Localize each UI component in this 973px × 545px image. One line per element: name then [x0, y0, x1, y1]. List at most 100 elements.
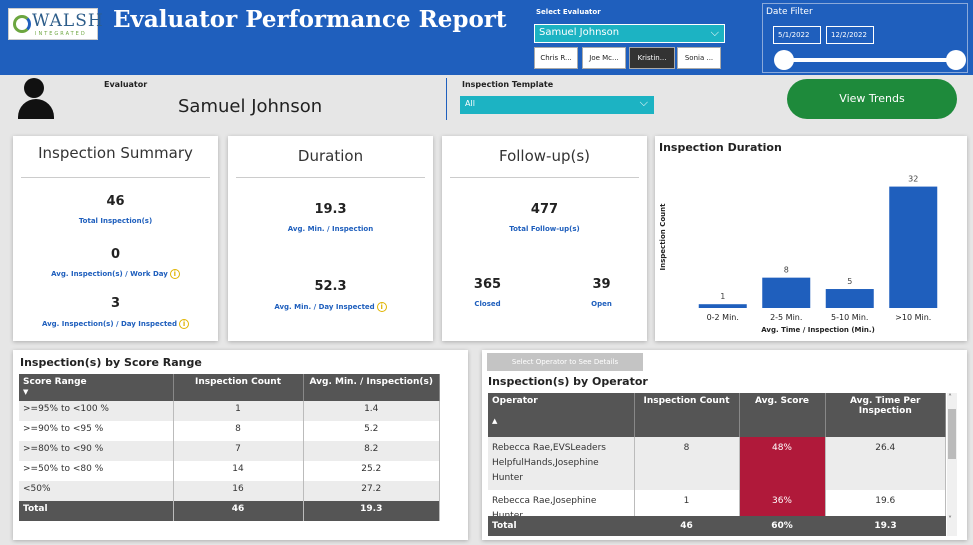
bar-2[interactable]	[825, 289, 874, 308]
table-cell: 26.4	[825, 437, 946, 490]
table-row[interactable]: >=90% to <95 % 8 5.2	[19, 421, 440, 441]
column-header[interactable]: Operator ▲	[488, 393, 635, 437]
company-logo: WALSH INTEGRATED	[8, 8, 103, 40]
bar-1[interactable]	[762, 277, 811, 308]
evaluator-dropdown[interactable]: Samuel Johnson ⌵	[534, 24, 725, 43]
bar-0[interactable]	[698, 304, 747, 308]
y-axis-label: Inspection Count	[659, 203, 667, 271]
column-header[interactable]: Avg. Min. / Inspection(s)	[303, 374, 440, 401]
x-tick-label-0: 0-2 Min.	[707, 313, 739, 322]
evaluator-chip-3[interactable]: Sonia ...	[677, 47, 721, 69]
closed-label: Closed	[474, 300, 501, 308]
data-label-1: 8	[784, 266, 789, 275]
avatar-head-icon	[24, 78, 44, 98]
closed-value: 365	[473, 277, 502, 292]
column-header[interactable]: Score Range ▼	[19, 374, 174, 401]
avatar-body-icon	[18, 99, 54, 119]
score-range-title: Inspection(s) by Score Range	[20, 356, 202, 369]
data-label-0: 1	[720, 292, 725, 301]
avg-per-inspection-label: Avg. Min. / Inspection	[287, 225, 374, 233]
column-header[interactable]: Inspection Count	[173, 374, 304, 401]
table-cell: >=80% to <90 %	[19, 441, 174, 461]
header-bar	[0, 0, 973, 75]
info-icon[interactable]: i	[169, 269, 180, 279]
date-slider-end-handle[interactable]	[946, 50, 966, 70]
total-cell: 46	[173, 501, 304, 521]
total-cell: Total	[19, 501, 174, 521]
table-row[interactable]: Rebecca Rae,EVSLeaders HelpfulHands,Jose…	[488, 437, 946, 490]
table-cell: >=50% to <80 %	[19, 461, 174, 481]
date-slider-track[interactable]	[784, 58, 956, 62]
template-label: Inspection Template	[462, 80, 554, 89]
date-end-input[interactable]: 12/2/2022	[826, 26, 874, 44]
table-cell: 1.4	[303, 401, 440, 421]
card-title: Inspection Summary	[38, 144, 193, 162]
avg-per-inspection-value: 19.3	[314, 202, 347, 217]
per-work-day-value: 0	[110, 247, 121, 262]
total-cell: 46	[634, 516, 739, 536]
avg-score-cell: 48%	[739, 437, 826, 490]
table-row[interactable]: >=50% to <80 % 14 25.2	[19, 461, 440, 481]
table-cell: Rebecca Rae,EVSLeaders HelpfulHands,Jose…	[488, 437, 635, 490]
inspection-duration-chart: Inspection Count 1 0-2 Min. 8 2-5 Min. 5 5-10 …	[659, 175, 938, 334]
scrollbar-thumb[interactable]	[948, 409, 956, 459]
per-day-inspected-label: Avg. Inspection(s) / Day Inspected i	[13, 319, 218, 329]
table-cell: <50%	[19, 481, 174, 501]
page-title: Evaluator Performance Report	[113, 6, 507, 33]
score-range-table: Score Range ▼ Inspection Count Avg. Min. …	[19, 374, 440, 521]
date-slider-start-handle[interactable]	[774, 50, 794, 70]
info-icon[interactable]: i	[179, 319, 190, 329]
chevron-down-icon: ⌵	[639, 96, 648, 109]
scroll-up-icon[interactable]: ˄	[948, 393, 952, 402]
sort-up-icon: ▲	[492, 417, 498, 425]
table-cell: 25.2	[303, 461, 440, 481]
per-day-inspected-value: 3	[110, 296, 121, 311]
date-filter-panel	[762, 3, 968, 73]
sort-down-icon: ▼	[23, 388, 29, 396]
divider	[450, 177, 639, 178]
table-cell: 16	[173, 481, 304, 501]
x-axis-label: Avg. Time / Inspection (Min.)	[761, 326, 875, 334]
table-cell: >=90% to <95 %	[19, 421, 174, 441]
column-header[interactable]: Avg. Time Per Inspection	[825, 393, 946, 437]
table-row[interactable]: <50% 16 27.2	[19, 481, 440, 501]
evaluator-chip-0[interactable]: Chris R...	[534, 47, 578, 69]
operator-scrollbar[interactable]: ˄ ˅	[947, 393, 957, 536]
card-title: Duration	[297, 147, 364, 165]
total-cell: Total	[488, 516, 634, 536]
scroll-down-icon[interactable]: ˅	[948, 515, 952, 524]
divider	[21, 177, 210, 178]
column-header[interactable]: Avg. Score	[739, 393, 826, 437]
table-row[interactable]: >=95% to <100 % 1 1.4	[19, 401, 440, 421]
table-cell: 5.2	[303, 421, 440, 441]
evaluator-label: Evaluator	[104, 80, 148, 89]
template-dropdown[interactable]: All ⌵	[460, 96, 654, 114]
operator-table-viewport[interactable]: Operator ▲ Inspection Count Avg. Score Av…	[488, 393, 946, 536]
view-trends-button[interactable]: View Trends	[787, 79, 957, 119]
followups-card: Follow-up(s) 477 Total Follow-up(s) 365 …	[442, 136, 647, 341]
avg-per-day-label: Avg. Min. / Day Inspected i	[228, 302, 433, 312]
card-title: Follow-up(s)	[498, 147, 590, 165]
x-tick-label-2: 5-10 Min.	[831, 313, 868, 322]
select-evaluator-label: Select Evaluator	[536, 8, 601, 16]
total-cell: 19.3	[825, 516, 946, 536]
bar-3[interactable]	[889, 186, 938, 308]
chart-title: Inspection Duration	[659, 141, 782, 154]
table-cell: 8	[634, 437, 740, 490]
select-operator-button[interactable]: Select Operator to See Details	[487, 353, 643, 371]
x-tick-label-1: 2-5 Min.	[770, 313, 802, 322]
evaluator-chip-1[interactable]: Joe Mc...	[582, 47, 626, 69]
duration-card: Duration 19.3 Avg. Min. / Inspection 52.…	[228, 136, 433, 341]
table-total-row: Total 46 19.3	[19, 501, 440, 521]
table-row[interactable]: >=80% to <90 % 7 8.2	[19, 441, 440, 461]
date-start-input[interactable]: 5/1/2022	[773, 26, 821, 44]
data-label-2: 5	[847, 277, 852, 286]
evaluator-chip-2[interactable]: Kristin...	[629, 47, 675, 69]
total-inspections-value: 46	[106, 194, 125, 209]
table-cell: 8.2	[303, 441, 440, 461]
info-icon[interactable]: i	[376, 302, 387, 312]
column-header[interactable]: Inspection Count	[634, 393, 740, 437]
operator-total-row: Total 46 60% 19.3	[488, 516, 946, 536]
total-followups-label: Total Follow-up(s)	[509, 225, 580, 233]
total-cell: 19.3	[303, 501, 440, 521]
